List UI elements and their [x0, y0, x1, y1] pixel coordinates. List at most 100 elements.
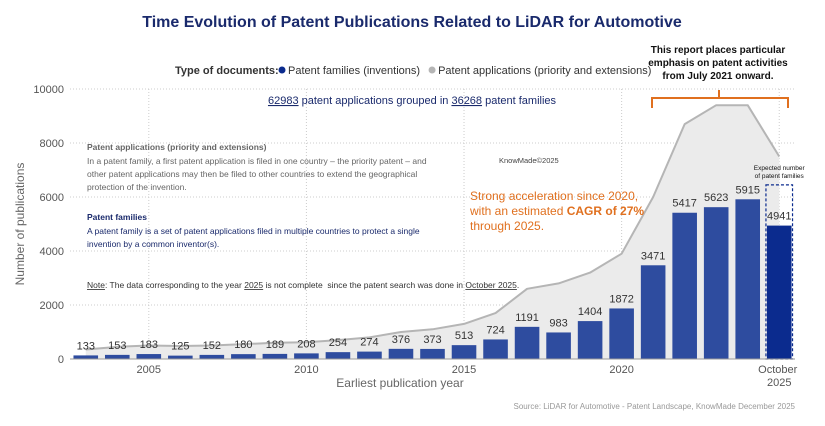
bar: [672, 212, 697, 359]
callout: This report places particular emphasis o…: [648, 45, 789, 108]
callout-bracket: [651, 90, 789, 108]
value-label: 180: [234, 339, 252, 351]
bar: [766, 225, 792, 359]
legend-label: Patent applications (priority and extens…: [438, 65, 651, 77]
expected-label: Expected number: [754, 165, 806, 172]
acceleration-part: CAGR of 27%: [567, 204, 645, 218]
y-tick-label: 2000: [40, 300, 64, 312]
y-tick-label: 0: [58, 354, 64, 366]
value-label: 208: [297, 338, 315, 350]
callout-line: This report places particular: [651, 45, 786, 56]
definition-line: protection of the invention.: [87, 182, 187, 192]
bar: [546, 332, 571, 359]
bar: [483, 339, 508, 359]
value-label: 983: [549, 317, 567, 329]
bar: [231, 354, 256, 359]
bar: [357, 351, 382, 359]
area-line: [85, 104, 781, 351]
value-label: 153: [108, 340, 126, 352]
bar: [735, 199, 761, 359]
value-label: 1191: [515, 312, 539, 324]
note-part: is not complete since the patent search …: [263, 280, 465, 290]
value-label: 189: [266, 339, 284, 351]
bar: [199, 354, 225, 359]
bar: [577, 321, 603, 359]
value-label: 274: [360, 337, 378, 349]
value-label: 254: [329, 337, 347, 349]
x-tick-label: 2015: [452, 364, 476, 376]
source: Source: LiDAR for Automotive - Patent La…: [514, 402, 796, 411]
value-label: 5623: [704, 192, 728, 204]
acceleration-line: Strong acceleration since 2020,: [470, 189, 638, 203]
bar: [168, 355, 193, 359]
acceleration-note: Strong acceleration since 2020, with an …: [469, 189, 644, 233]
definitions: Patent applications (priority and extens…: [87, 142, 427, 249]
value-label: 152: [203, 340, 221, 352]
chart-title: Time Evolution of Patent Publications Re…: [142, 14, 682, 31]
bar: [294, 353, 319, 359]
value-label: 373: [423, 334, 441, 346]
x-tick-line: October: [758, 364, 800, 376]
callout-line: from July 2021 onward.: [662, 71, 773, 82]
value-label: 376: [392, 334, 410, 346]
callout-line: emphasis on patent activities: [648, 58, 788, 69]
value-label: 5417: [672, 198, 696, 210]
y-axis-label: Number of publications: [13, 163, 27, 286]
expected-label: of patent families: [755, 173, 805, 180]
y-tick-label: 4000: [40, 246, 64, 258]
value-label: 4941: [767, 211, 791, 223]
bar: [451, 345, 477, 359]
bar: [420, 348, 445, 359]
bar: [262, 353, 288, 359]
summary-part: patent applications grouped in: [299, 95, 452, 107]
legend-marker: [428, 66, 436, 74]
x-tick-label: 2005: [137, 364, 161, 376]
acceleration-line: with an estimated CAGR of 27%: [469, 204, 644, 218]
legend-marker: [278, 66, 286, 74]
bar: [609, 308, 634, 359]
note-part: October 2025: [465, 280, 517, 290]
note: Note: The data corresponding to the year…: [87, 280, 519, 290]
value-label: 724: [486, 324, 504, 336]
bar: [640, 265, 666, 359]
x-axis-label: Earliest publication year: [336, 376, 463, 390]
bar: [325, 352, 351, 359]
summary-part: 62983: [268, 95, 299, 107]
definition-line: other patent applications may then be fi…: [87, 169, 417, 179]
plot: 0 2000 4000 6000 8000 10000 2005 2010 2015 2020 Oc…: [33, 84, 805, 389]
note-part: Note: [87, 280, 105, 290]
bar: [388, 348, 414, 359]
x-tick-label: 2010: [294, 364, 318, 376]
value-label: 125: [171, 341, 189, 353]
summary-part: patent families: [482, 95, 556, 107]
definition-line: A patent family is a set of patent appli…: [87, 226, 420, 236]
y-tick-label: 10000: [33, 84, 64, 96]
x-tick-line: 2025: [767, 377, 791, 389]
definition-title: Patent applications (priority and extens…: [87, 142, 267, 152]
definition-title: Patent families: [87, 212, 147, 222]
watermark: KnowMade©2025: [499, 156, 559, 165]
summary: 62983 patent applications grouped in 362…: [268, 95, 557, 107]
summary-part: 36268: [451, 95, 482, 107]
bar: [104, 354, 130, 359]
value-label: 1404: [578, 306, 602, 318]
definition-line: invention by a common inventor(s).: [87, 239, 219, 249]
x-tick-label: 2020: [609, 364, 633, 376]
bar: [73, 355, 99, 359]
value-label: 1872: [609, 293, 633, 305]
x-tick-label: October 2025: [758, 364, 800, 389]
y-tick-label: 8000: [40, 138, 64, 150]
value-label: 513: [455, 330, 473, 342]
value-label: 133: [77, 340, 95, 352]
value-label: 183: [140, 339, 158, 351]
bar: [703, 207, 729, 359]
area-fill: [85, 105, 780, 359]
value-label: 3471: [641, 250, 665, 262]
note-part: 2025: [244, 280, 263, 290]
value-label: 5915: [735, 184, 759, 196]
note-part: : The data corresponding to the year: [105, 280, 244, 290]
acceleration-part: with an estimated: [469, 204, 567, 218]
legend: Patent families (inventions) Patent appli…: [278, 65, 651, 77]
legend-title: Type of documents:: [175, 65, 279, 77]
